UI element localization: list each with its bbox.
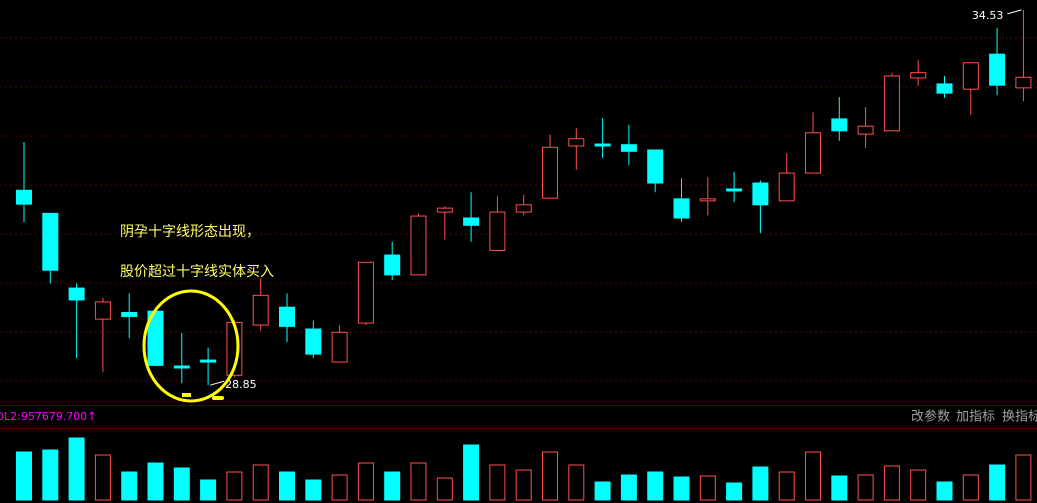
candle-body (726, 188, 743, 192)
candle-body (384, 254, 401, 276)
highlight-circle (142, 289, 240, 403)
volume-bar (147, 462, 164, 501)
volume-bar (173, 467, 190, 501)
candle-body (252, 294, 269, 326)
annotation: 阴孕十字线形态出现， (120, 224, 260, 240)
candle-body (568, 138, 585, 147)
volume-bar (489, 464, 506, 501)
highlight-mark (182, 393, 191, 397)
volume-bar (962, 474, 979, 501)
candle-body (305, 328, 322, 355)
candle-body (699, 198, 716, 202)
candle-body (594, 143, 611, 147)
volume-bar (752, 466, 769, 501)
candle-body (68, 287, 85, 301)
volume-bar (647, 471, 664, 501)
candle-body (778, 172, 795, 202)
volume-bar (357, 462, 374, 501)
volume-bar (936, 481, 953, 501)
volume-bar (805, 451, 821, 501)
candle-body (857, 125, 874, 135)
volume-bar (226, 471, 243, 501)
volume-bar (68, 437, 85, 501)
candle-body (436, 207, 453, 213)
volume-arrow: ↑ (87, 410, 97, 424)
volume-bar (331, 474, 348, 501)
candle-body (42, 212, 59, 271)
candle-body (16, 189, 32, 205)
volume-bar (16, 451, 32, 501)
candle-body (989, 53, 1006, 86)
toolbar-button[interactable]: 加指标 (956, 410, 995, 425)
volume-bar (436, 477, 453, 501)
volume-bar (568, 464, 585, 501)
volume-bar (252, 464, 269, 501)
volume-bar (94, 454, 111, 501)
volume-bar (883, 465, 900, 501)
min-arrow (209, 380, 225, 386)
candle-body (620, 144, 637, 152)
volume-bar (620, 474, 637, 501)
candle-body (962, 62, 979, 90)
candle-body (489, 211, 506, 251)
volume-bar (726, 482, 743, 501)
candle-body (542, 146, 558, 199)
candle-body (357, 261, 374, 324)
volume-bar (384, 471, 401, 501)
volume-bar (305, 479, 322, 501)
candle-body (173, 365, 190, 369)
candle-body (121, 312, 138, 317)
volume-bar (831, 475, 848, 501)
volume-bar (515, 469, 532, 501)
candle-body (410, 215, 427, 276)
volume-bar (410, 462, 427, 501)
volume-bar (200, 479, 217, 501)
volume-bar (1015, 454, 1032, 501)
candle-body (200, 359, 217, 363)
candle-body (279, 306, 295, 327)
max-arrow (1007, 9, 1022, 15)
volume-bar (910, 469, 927, 501)
volume-bar (594, 481, 611, 501)
highlight-mark (212, 396, 224, 400)
volume-title: VOL2:957679.700 (0, 410, 87, 423)
volume-bar (778, 471, 795, 501)
volume-bar (463, 444, 480, 501)
volume-bar (42, 449, 59, 501)
volume-bar (121, 471, 138, 501)
volume-bar (857, 474, 874, 501)
candle-body (673, 198, 690, 219)
toolbar-button[interactable]: 改参数 (911, 409, 950, 425)
candle-body (936, 83, 953, 94)
volume-bar (989, 464, 1006, 501)
candle-body (883, 75, 900, 132)
candle-body (647, 149, 664, 184)
annotation: 股价超过十字线实体买入 (120, 264, 274, 280)
candle-body (831, 118, 848, 132)
candle-body (515, 204, 532, 213)
candle-body (1015, 76, 1032, 89)
toolbar-button[interactable]: 换指标 (1002, 410, 1037, 425)
candle-body (331, 331, 348, 363)
volume-bar (542, 451, 558, 501)
candle-body (910, 72, 927, 79)
candle-body (805, 132, 821, 174)
volume-bar (673, 476, 690, 501)
candle-body (463, 217, 480, 226)
candle-body (752, 182, 769, 206)
max-label: 34.53 (972, 9, 1004, 22)
min-label: 28.85 (225, 378, 257, 391)
candle-body (94, 301, 111, 320)
volume-bar (279, 471, 295, 501)
volume-bar (699, 475, 716, 501)
